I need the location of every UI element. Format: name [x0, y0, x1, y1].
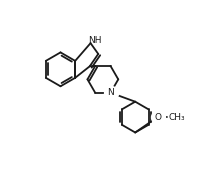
Text: N: N: [107, 88, 114, 97]
Text: CH₃: CH₃: [168, 112, 185, 122]
Text: NH: NH: [88, 36, 101, 45]
Text: O: O: [154, 112, 161, 122]
